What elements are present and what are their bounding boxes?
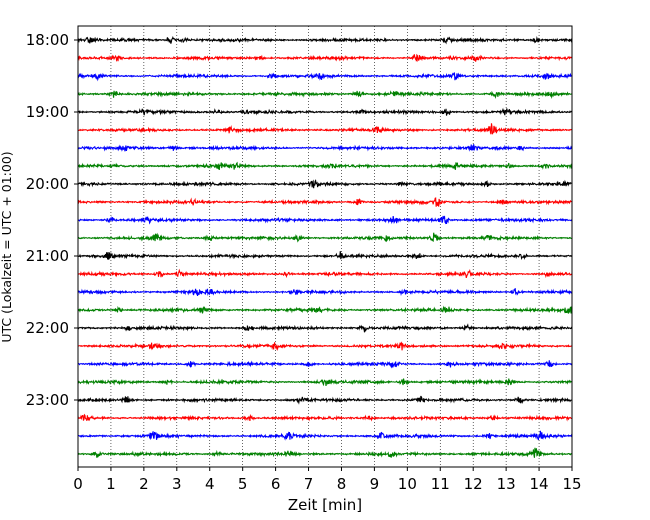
trace-20:30 bbox=[77, 215, 573, 225]
y-tick-label-18:00: 18:00 bbox=[26, 31, 69, 49]
x-tick-label-14: 14 bbox=[530, 475, 549, 493]
x-tick-label-11: 11 bbox=[431, 475, 450, 493]
x-tick-label-6: 6 bbox=[271, 475, 281, 493]
grid-lines bbox=[110, 26, 540, 467]
x-tick-label-15: 15 bbox=[562, 475, 581, 493]
trace-22:15 bbox=[77, 341, 573, 352]
trace-18:00 bbox=[77, 35, 573, 45]
x-tick-label-10: 10 bbox=[398, 475, 417, 493]
trace-19:30 bbox=[77, 144, 573, 152]
x-tick-label-1: 1 bbox=[106, 475, 116, 493]
trace-20:45 bbox=[77, 232, 573, 243]
trace-21:30 bbox=[77, 288, 573, 297]
x-tick-label-12: 12 bbox=[464, 475, 483, 493]
x-tick-label-7: 7 bbox=[304, 475, 314, 493]
y-axis-label: UTC (Lokalzeit = UTC + 01:00) bbox=[0, 151, 14, 342]
x-tick-label-5: 5 bbox=[238, 475, 248, 493]
trace-23:30 bbox=[77, 430, 573, 441]
x-tick-label-3: 3 bbox=[172, 475, 182, 493]
x-tick-label-9: 9 bbox=[370, 475, 380, 493]
y-tick-label-19:00: 19:00 bbox=[26, 103, 69, 121]
trace-18:15 bbox=[77, 53, 573, 63]
trace-19:00 bbox=[77, 107, 573, 116]
y-tick-label-22:00: 22:00 bbox=[26, 319, 69, 337]
x-tick-label-0: 0 bbox=[73, 475, 83, 493]
y-tick-label-21:00: 21:00 bbox=[26, 247, 69, 265]
y-tick-label-23:00: 23:00 bbox=[26, 391, 69, 409]
trace-21:45 bbox=[77, 305, 573, 314]
y-tick-label-20:00: 20:00 bbox=[26, 175, 69, 193]
x-axis-label: Zeit [min] bbox=[288, 496, 362, 514]
trace-19:15 bbox=[77, 123, 573, 135]
x-tick-label-2: 2 bbox=[139, 475, 149, 493]
plot-frame bbox=[77, 25, 573, 468]
x-tick-label-4: 4 bbox=[205, 475, 215, 493]
trace-group bbox=[77, 35, 573, 458]
trace-23:00 bbox=[77, 395, 573, 405]
trace-21:15 bbox=[77, 268, 573, 279]
x-axis: 0 1 2 3 4 5 6 7 8 9 10 11 12 13 14 15 bbox=[73, 467, 582, 493]
x-tick-label-8: 8 bbox=[337, 475, 347, 493]
trace-22:45 bbox=[77, 378, 573, 387]
trace-20:15 bbox=[77, 197, 573, 207]
trace-23:15 bbox=[77, 413, 573, 422]
trace-18:45 bbox=[77, 90, 573, 99]
trace-18:30 bbox=[77, 72, 573, 82]
trace-22:30 bbox=[77, 360, 573, 369]
trace-20:00 bbox=[77, 179, 573, 189]
trace-19:45 bbox=[77, 161, 573, 171]
x-tick-label-13: 13 bbox=[497, 475, 516, 493]
trace-23:45 bbox=[77, 447, 573, 458]
trace-22:00 bbox=[77, 323, 573, 333]
trace-21:00 bbox=[77, 251, 573, 261]
y-axis: 18:00 19:00 20:00 21:00 22:00 23:00 bbox=[26, 31, 78, 409]
